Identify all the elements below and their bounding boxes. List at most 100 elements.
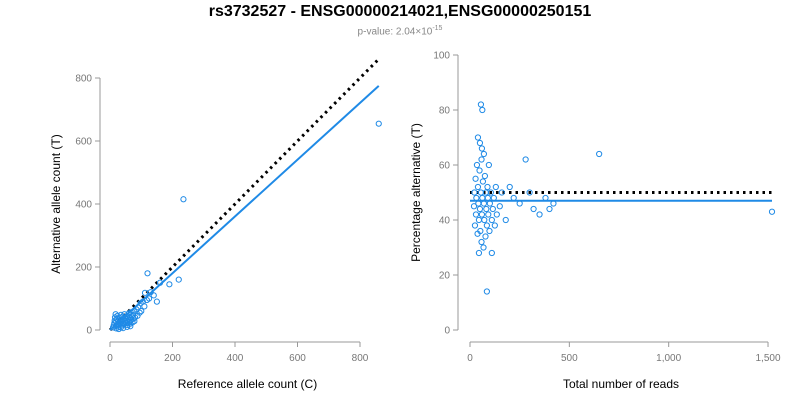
data-point: [488, 216, 495, 224]
data-point: [131, 318, 138, 325]
data-point: [493, 211, 500, 218]
data-point: [481, 216, 488, 224]
data-point: [479, 106, 486, 114]
y-tick-label: 0: [444, 326, 450, 337]
data-point: [476, 167, 483, 174]
left-plot: 0 200 400 600 800 0 200 400 600 800 Reference alle…: [49, 58, 382, 391]
data-point: [498, 189, 505, 196]
data-point: [472, 175, 479, 182]
data-point: [470, 203, 478, 210]
data-point: [479, 178, 487, 185]
right-plot-points: [470, 101, 776, 295]
data-point: [485, 211, 492, 218]
y-tick-label: 60: [439, 161, 451, 172]
data-point: [166, 281, 173, 288]
x-tick-label: 800: [352, 353, 369, 364]
data-point: [478, 145, 486, 152]
x-tick-label: 0: [107, 353, 113, 364]
data-point: [120, 325, 127, 332]
data-point: [471, 222, 479, 229]
y-tick-label: 80: [439, 106, 451, 117]
x-tick-label: 0: [467, 353, 473, 364]
fit-line: [109, 85, 380, 331]
data-point: [480, 150, 488, 158]
data-point: [175, 276, 182, 283]
data-point: [375, 120, 382, 127]
y-tick-label: 20: [439, 271, 451, 282]
data-point: [471, 189, 478, 196]
data-point: [476, 139, 484, 147]
data-point: [475, 216, 483, 224]
subtitle-pvalue: p-value: 2.04×10: [357, 26, 433, 38]
y-tick-label: 0: [86, 326, 92, 337]
data-point: [487, 189, 494, 196]
y-tick-label: 100: [433, 51, 450, 62]
data-point: [489, 205, 496, 213]
figure-title: rs3732527 - ENSG00000214021,ENSG00000250…: [208, 3, 592, 20]
data-point: [483, 222, 490, 229]
x-tick-label: 1,500: [756, 353, 781, 364]
data-point: [141, 303, 148, 310]
data-point: [147, 289, 154, 296]
data-point: [480, 244, 487, 251]
data-point: [546, 205, 553, 213]
data-point: [476, 205, 484, 213]
data-point: [478, 238, 485, 246]
x-tick-label: 400: [227, 353, 244, 364]
x-tick-label: 500: [561, 353, 578, 364]
data-point: [484, 183, 491, 191]
data-point: [474, 134, 482, 141]
data-point: [112, 311, 119, 318]
figure-subtitle: p-value: 2.04×10-15: [0, 25, 800, 37]
data-point: [496, 203, 503, 210]
data-point: [488, 249, 495, 257]
data-point: [150, 292, 157, 299]
left-plot-y-axis: 0 200 400 600 800: [75, 74, 101, 337]
data-point: [127, 323, 134, 330]
left-plot-points: [110, 120, 382, 333]
left-plot-x-axis: 0 200 400 600 800: [107, 341, 369, 364]
data-point: [477, 227, 484, 235]
y-axis-title: Percentage alternative (T): [409, 123, 423, 262]
data-point: [506, 183, 513, 191]
data-point: [492, 183, 499, 191]
data-point: [477, 101, 485, 108]
data-point: [472, 211, 480, 218]
x-tick-label: 1,000: [656, 353, 681, 364]
data-point: [491, 222, 498, 229]
x-tick-label: 600: [289, 353, 306, 364]
data-point: [478, 211, 486, 218]
data-point: [136, 309, 143, 316]
data-point: [485, 161, 492, 169]
data-point: [768, 208, 776, 215]
right-plot-y-axis: 0 20 40 60 80 100: [433, 51, 459, 337]
data-point: [596, 150, 603, 158]
data-point: [180, 196, 187, 203]
x-tick-label: 200: [164, 353, 181, 364]
right-plot: 0 500 1,000 1,500 0 20 40 60 80 100 Total number o…: [409, 51, 781, 392]
y-tick-label: 800: [75, 74, 92, 85]
y-tick-label: 400: [75, 200, 92, 211]
y-tick-label: 600: [75, 137, 92, 148]
data-point: [138, 308, 145, 315]
y-tick-label: 200: [75, 263, 92, 274]
data-point: [477, 189, 485, 196]
x-axis-title: Total number of reads: [563, 377, 679, 391]
data-point: [474, 183, 482, 191]
data-point: [530, 205, 537, 213]
data-point: [473, 161, 481, 169]
data-point: [145, 295, 153, 302]
data-point: [526, 189, 533, 196]
data-point: [483, 205, 490, 213]
reference-line: [108, 58, 380, 332]
data-point: [536, 211, 543, 218]
data-point: [478, 156, 485, 163]
data-point: [124, 323, 131, 330]
data-point: [502, 216, 509, 224]
data-point: [486, 227, 493, 235]
y-tick-label: 40: [439, 216, 451, 227]
x-axis-title: Reference allele count (C): [178, 377, 317, 391]
right-plot-x-axis: 0 500 1,000 1,500: [467, 341, 781, 364]
